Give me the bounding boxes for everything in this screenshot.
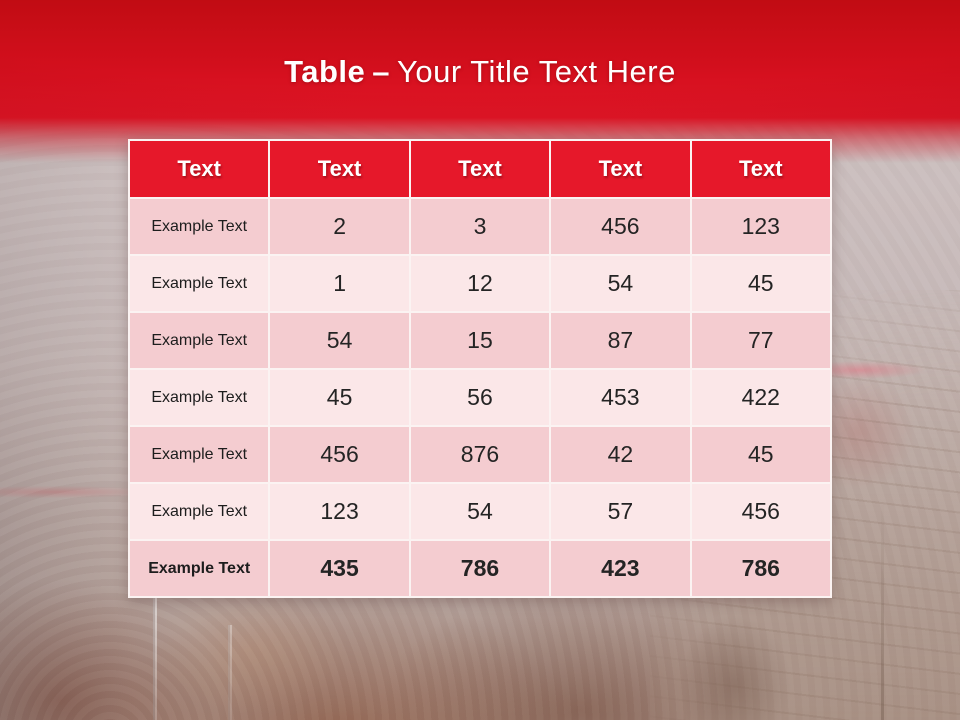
table-cell: 45 [268,368,411,427]
slide-table: Text Text Text Text Text Example Text 2 … [127,139,833,598]
table-cell: 12 [408,254,552,313]
row-label-cell: Example Text [127,368,271,427]
table-cell: 3 [408,197,552,256]
title-keyword: Table [284,54,366,89]
table-row: Example Text 54 15 87 77 [127,311,833,370]
table-cell: 56 [408,368,552,427]
row-label-cell: Example Text [127,254,271,313]
table-cell: 123 [689,197,833,256]
table-cell: 15 [408,311,552,370]
table-cell: 54 [549,254,692,313]
table-cell: 876 [408,425,552,484]
table-cell: 2 [268,197,411,256]
table-cell: 456 [268,425,411,484]
header-cell: Text [689,139,833,199]
table-cell: 786 [689,539,833,598]
title-dash: – [372,54,391,89]
table-cell: 453 [549,368,692,427]
table-row: Example Text 123 54 57 456 [127,482,833,541]
table-cell: 456 [549,197,692,256]
table-cell: 1 [268,254,411,313]
table-cell: 57 [549,482,692,541]
table-row: Example Text 1 12 54 45 [127,254,833,313]
header-cell: Text [127,139,271,199]
table-cell: 435 [268,539,411,598]
table-cell: 42 [549,425,692,484]
table-cell: 456 [689,482,833,541]
table-cell: 45 [689,254,833,313]
table-cell: 123 [268,482,411,541]
title-rest: Your Title Text Here [397,54,676,89]
header-cell: Text [268,139,411,199]
table-header-row: Text Text Text Text Text [127,139,833,199]
table-cell: 423 [549,539,692,598]
glass-highlight [153,595,157,720]
slide-title: Table – Your Title Text Here [0,54,960,90]
row-label-cell: Example Text [127,539,271,598]
table-cell: 422 [689,368,833,427]
table-cell: 77 [689,311,833,370]
row-label-cell: Example Text [127,197,271,256]
row-label-cell: Example Text [127,425,271,484]
table-cell: 45 [689,425,833,484]
header-cell: Text [408,139,552,199]
table-row-emphasis: Example Text 435 786 423 786 [127,539,833,598]
table-row: Example Text 456 876 42 45 [127,425,833,484]
header-cell: Text [549,139,692,199]
table-row: Example Text 2 3 456 123 [127,197,833,256]
wood-plank-gap [881,500,884,720]
table-row: Example Text 45 56 453 422 [127,368,833,427]
table-cell: 786 [408,539,552,598]
table-cell: 54 [268,311,411,370]
row-label-cell: Example Text [127,311,271,370]
table-cell: 54 [408,482,552,541]
glass-highlight [228,625,232,720]
table-cell: 87 [549,311,692,370]
row-label-cell: Example Text [127,482,271,541]
